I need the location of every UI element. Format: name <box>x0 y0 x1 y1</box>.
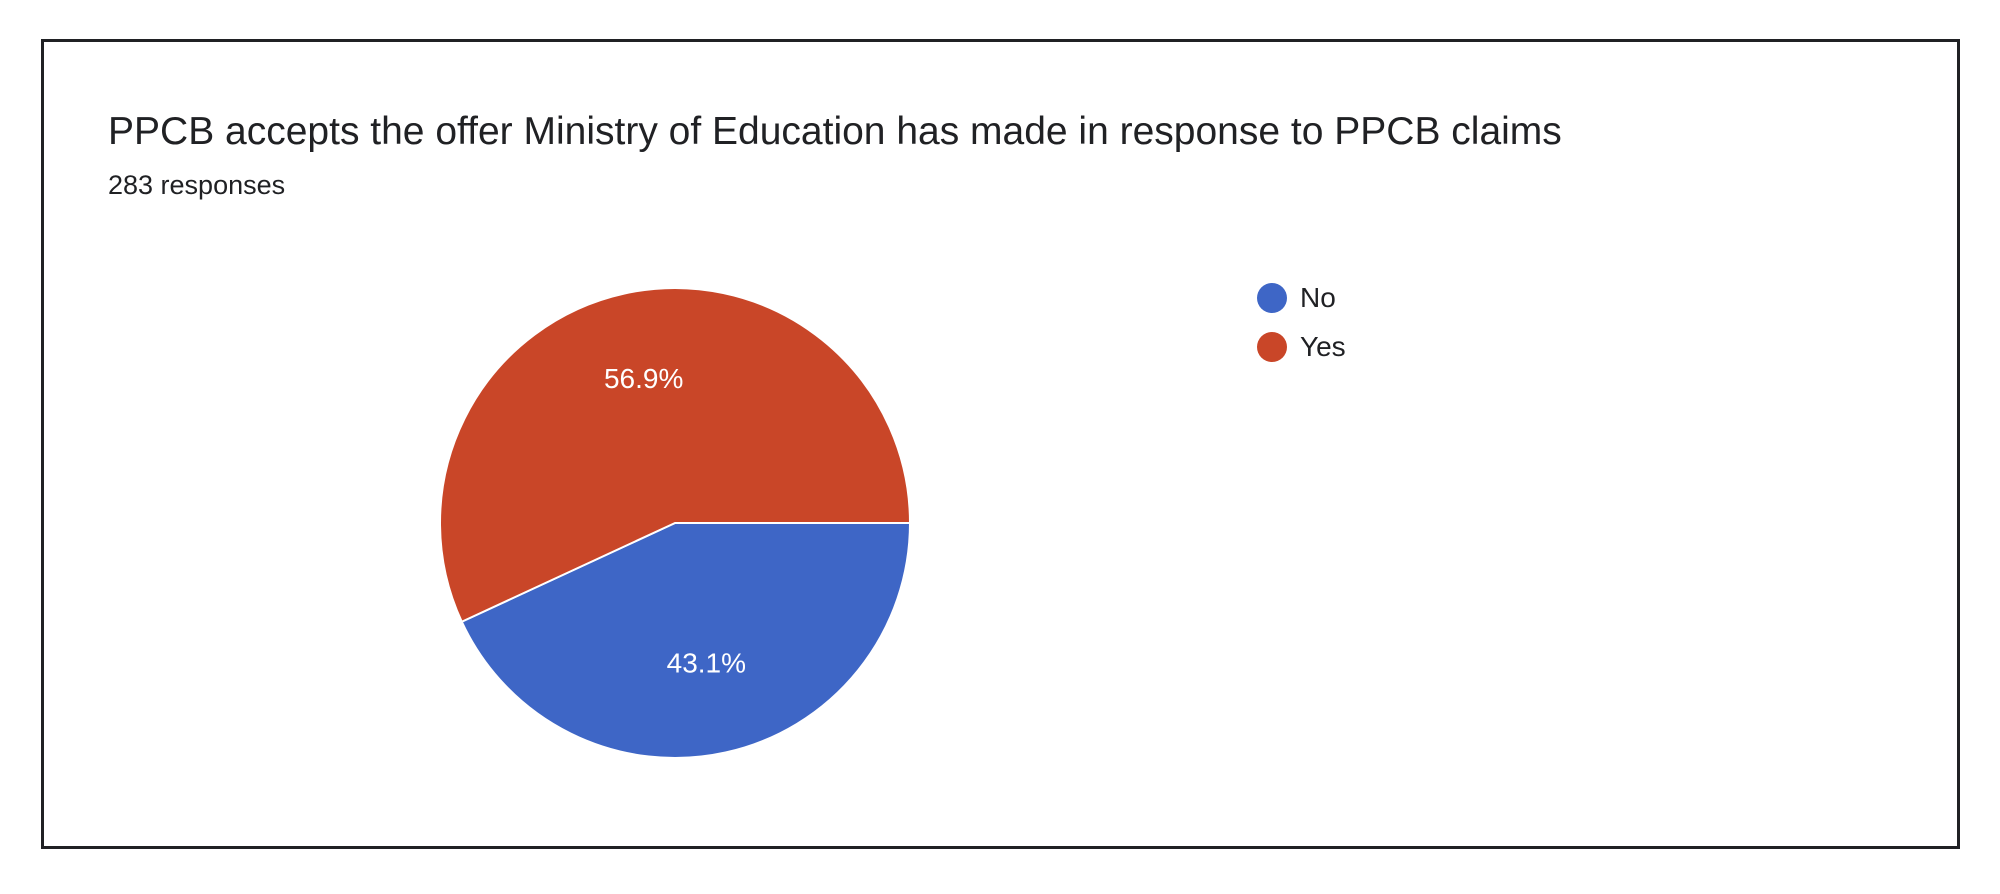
legend-label-yes: Yes <box>1300 331 1346 362</box>
pie-chart: 43.1% 56.9% <box>439 287 912 759</box>
response-count: 283 responses <box>108 170 286 200</box>
chart-legend: No Yes <box>1257 282 1346 380</box>
legend-label-no: No <box>1300 282 1336 313</box>
slice-label-no: 43.1% <box>667 648 746 679</box>
pie-slice-yes[interactable] <box>439 287 912 624</box>
legend-swatch-no <box>1257 283 1287 313</box>
pie-slice-no[interactable] <box>460 522 912 759</box>
chart-title: PPCB accepts the offer Ministry of Educa… <box>108 110 1562 153</box>
slice-label-yes: 56.9% <box>604 363 683 394</box>
legend-swatch-yes <box>1257 332 1287 362</box>
chart-card: PPCB accepts the offer Ministry of Educa… <box>41 39 1960 849</box>
legend-item-yes[interactable]: Yes <box>1257 331 1346 363</box>
legend-item-no[interactable]: No <box>1257 282 1346 314</box>
